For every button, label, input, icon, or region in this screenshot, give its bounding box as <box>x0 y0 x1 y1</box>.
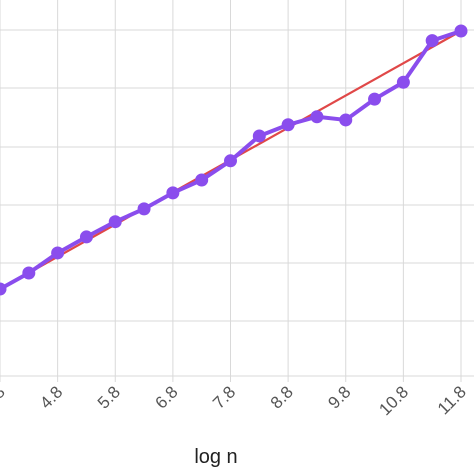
x-axis-title: log n <box>194 446 237 468</box>
data-point <box>310 110 324 124</box>
data-point <box>281 118 295 132</box>
data-point <box>368 92 382 106</box>
data-point <box>108 215 122 229</box>
x-tick-label: 3.8 <box>0 382 9 412</box>
data-point <box>425 34 439 48</box>
x-tick-label: 10.8 <box>375 382 412 419</box>
x-tick-label: 11.8 <box>434 382 470 418</box>
data-point <box>252 129 266 143</box>
x-tick-label: 4.8 <box>36 382 66 412</box>
data-point <box>137 202 151 216</box>
data-point <box>396 75 410 89</box>
data-point <box>454 24 468 38</box>
x-tick-label: 5.8 <box>94 382 124 412</box>
x-tick-labels: 3.8 4.8 5.8 6.8 7.8 8.8 9.8 10.8 11.8 <box>0 382 470 419</box>
data-point <box>51 246 65 260</box>
x-tick-label: 8.8 <box>267 382 297 412</box>
data-point <box>0 282 7 296</box>
data-point <box>79 230 93 244</box>
data-point <box>339 113 353 127</box>
x-tick-label: 7.8 <box>209 382 239 412</box>
series-layer <box>0 24 468 296</box>
data-point <box>22 266 36 280</box>
x-tick-label: 6.8 <box>152 382 182 412</box>
grid <box>0 0 474 382</box>
x-tick-label: 9.8 <box>324 382 354 412</box>
data-point <box>195 173 209 187</box>
data-point <box>166 186 180 200</box>
data-point <box>224 154 237 168</box>
